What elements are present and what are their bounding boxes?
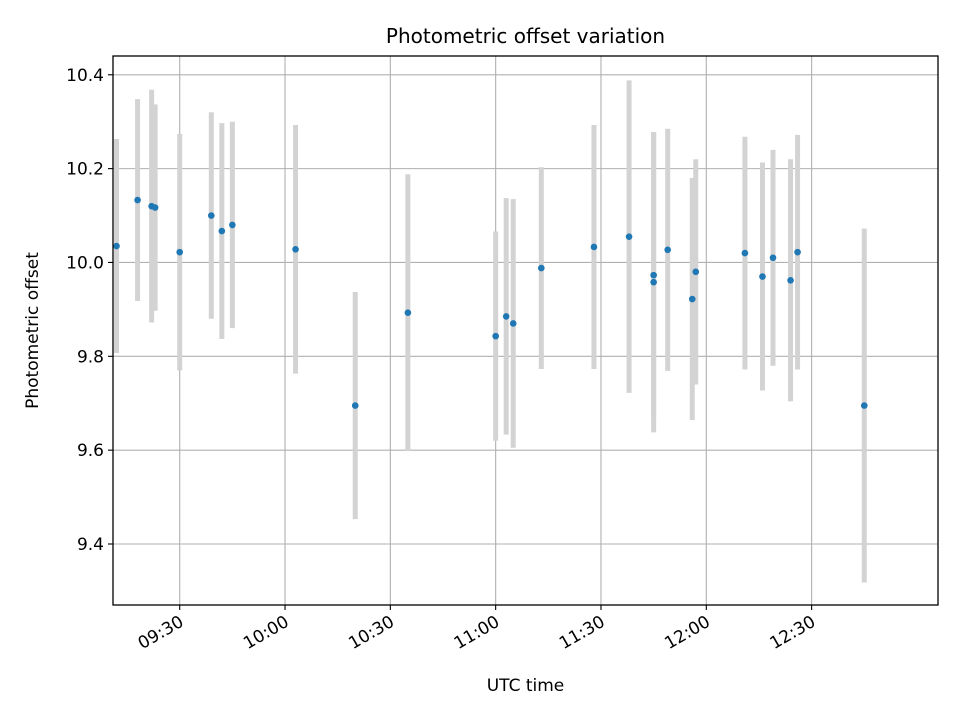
data-point <box>176 248 184 256</box>
data-point <box>794 248 801 256</box>
data-point <box>134 196 141 204</box>
data-point <box>292 246 299 253</box>
chart-title: Photometric offset variation <box>386 24 665 48</box>
data-point <box>664 246 671 254</box>
y-tick-label: 10.0 <box>66 253 104 273</box>
data-point <box>207 212 215 219</box>
data-point <box>787 276 794 284</box>
y-axis-label: Photometric offset <box>23 252 43 409</box>
plot-area <box>112 55 939 606</box>
data-point <box>860 402 868 409</box>
data-point <box>218 227 226 235</box>
data-points <box>113 196 868 409</box>
data-point <box>769 254 777 262</box>
data-point <box>229 221 236 229</box>
data-point <box>151 204 159 211</box>
data-point <box>537 264 545 272</box>
data-point <box>502 313 510 320</box>
x-axis-label: UTC time <box>487 676 565 696</box>
data-point <box>692 268 700 276</box>
y-tick-label: 10.2 <box>66 160 104 180</box>
data-point <box>650 278 657 286</box>
data-point <box>590 243 598 251</box>
data-point <box>625 233 633 240</box>
data-point <box>492 332 499 340</box>
y-tick-label: 9.8 <box>77 347 104 367</box>
grid <box>113 56 938 605</box>
y-tick-label: 9.6 <box>77 441 104 461</box>
y-tick-label: 10.4 <box>66 66 104 86</box>
data-point <box>759 273 766 280</box>
data-point <box>351 402 359 409</box>
data-point <box>404 309 412 316</box>
data-point <box>741 249 749 257</box>
data-point <box>113 242 120 250</box>
y-tick-label: 9.4 <box>77 535 104 555</box>
data-point <box>688 295 696 303</box>
data-point <box>650 271 657 279</box>
data-point <box>509 320 517 327</box>
